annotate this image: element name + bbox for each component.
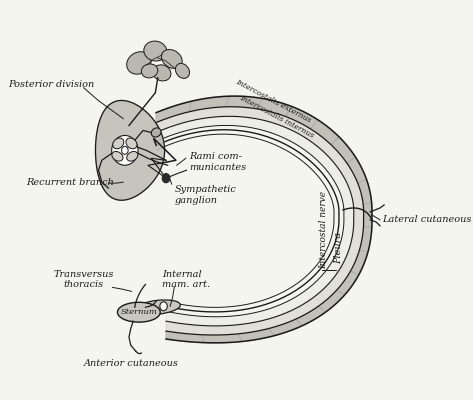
Ellipse shape <box>135 300 180 314</box>
Text: Intercostal nerve: Intercostal nerve <box>320 191 329 269</box>
Text: Sympathetic
ganglion: Sympathetic ganglion <box>174 185 236 204</box>
Text: Intercostalis internus: Intercostalis internus <box>239 94 315 140</box>
Ellipse shape <box>153 65 171 81</box>
Text: Transversus
thoracis: Transversus thoracis <box>53 270 114 289</box>
Text: Anterior cutaneous: Anterior cutaneous <box>84 359 179 368</box>
Text: Sternum: Sternum <box>121 308 158 316</box>
Text: Pleura: Pleura <box>334 232 343 264</box>
Ellipse shape <box>113 138 124 149</box>
Ellipse shape <box>126 138 137 149</box>
Text: Rami com-
municantes: Rami com- municantes <box>189 152 246 172</box>
Ellipse shape <box>127 52 151 74</box>
Ellipse shape <box>141 64 158 78</box>
Polygon shape <box>156 96 372 343</box>
Ellipse shape <box>144 41 167 61</box>
Circle shape <box>162 174 170 183</box>
Text: Internal
mam. art.: Internal mam. art. <box>162 270 210 289</box>
Text: Lateral cutaneous: Lateral cutaneous <box>382 215 471 224</box>
Text: Intercostalis externus: Intercostalis externus <box>234 77 312 124</box>
Ellipse shape <box>117 302 160 322</box>
Text: Recurrent branch: Recurrent branch <box>26 178 114 187</box>
Text: Posterior division: Posterior division <box>8 80 94 89</box>
Ellipse shape <box>112 152 123 161</box>
Ellipse shape <box>175 64 190 78</box>
Ellipse shape <box>161 50 182 68</box>
Polygon shape <box>156 116 354 326</box>
Ellipse shape <box>127 152 138 161</box>
Ellipse shape <box>112 136 138 165</box>
Ellipse shape <box>151 128 161 137</box>
Polygon shape <box>96 100 165 200</box>
Circle shape <box>122 146 128 154</box>
Circle shape <box>160 302 167 311</box>
Polygon shape <box>156 107 364 335</box>
